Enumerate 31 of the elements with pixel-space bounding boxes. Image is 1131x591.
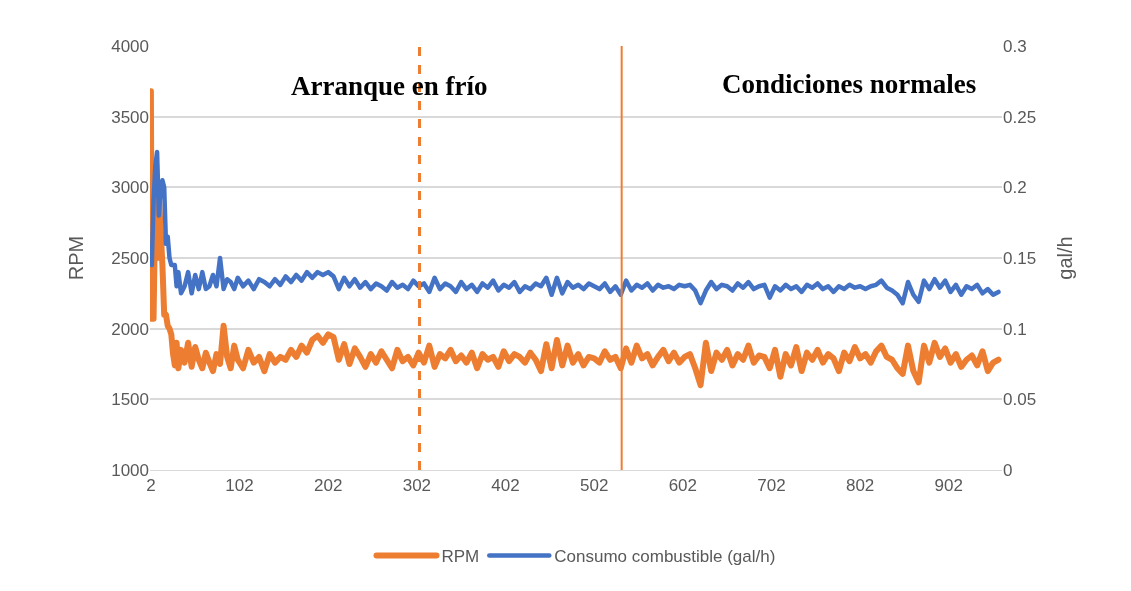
x-tick-label: 602 [668,476,698,496]
x-tick-label: 902 [934,476,963,496]
line-series [150,149,1001,306]
y-tick-label: 2000 [111,319,149,339]
annotation: Condiciones normales [722,69,977,99]
annotation: Arranque en frío [291,71,488,101]
y-tick-label: 1500 [111,390,149,410]
x-tick-label: 402 [491,476,520,496]
x-tick-label: 802 [845,476,875,496]
y2-tick-label: 0.25 [1003,107,1037,127]
y-tick-label: 3500 [111,107,149,127]
x-tick-label: 2 [146,476,156,496]
y2-tick-label: 0.1 [1003,319,1027,339]
legend-label: RPM [441,547,480,567]
y2-tick-label: 0.05 [1003,390,1037,410]
y2-tick-label: 0 [1003,460,1013,480]
y-tick-label: 2500 [111,248,149,268]
y-tick-label: 3000 [111,178,149,198]
y2-axis-title: gal/h [1053,236,1076,280]
y2-tick-label: 0.3 [1003,36,1027,56]
x-tick-label: 202 [314,476,343,496]
x-tick-label: 702 [757,476,786,496]
y-tick-label: 4000 [111,36,149,56]
x-tick-label: 102 [225,476,254,496]
y2-tick-label: 0.2 [1003,178,1027,198]
legend-label: Consumo combustible (gal/h) [554,547,776,567]
y2-tick-label: 0.15 [1003,248,1037,268]
y-axis-title: RPM [64,235,87,281]
x-tick-label: 502 [579,476,609,496]
y-tick-label: 1000 [111,460,149,480]
x-tick-label: 302 [402,476,432,496]
